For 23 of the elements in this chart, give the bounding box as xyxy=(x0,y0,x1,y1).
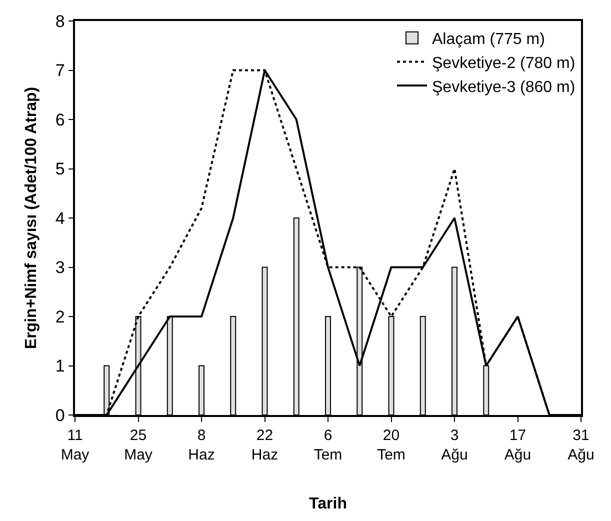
legend-label: Şevketiye-2 (780 m) xyxy=(432,54,576,72)
y-tick-label: 0 xyxy=(55,406,65,425)
x-tick-label: 6 Tem xyxy=(314,426,342,464)
x-tick-label: 20 Tem xyxy=(377,426,406,464)
y-tick-label: 8 xyxy=(55,12,65,31)
x-tick-label: 25 May xyxy=(124,426,153,464)
y-axis-title: Ergin+Nimf sayısı (Adet/100 Atrap) xyxy=(22,86,40,350)
x-tick-label: 31 Ağu xyxy=(568,426,594,464)
y-tick-label: 7 xyxy=(55,61,65,80)
x-tick-label: 11 May xyxy=(60,426,90,464)
y-tick-label: 6 xyxy=(55,110,65,130)
legend-label: Alaçam (775 m) xyxy=(432,31,545,48)
x-tick-label: 17 Ağu xyxy=(504,426,532,464)
legend-label: Şevketiye-3 (860 m) xyxy=(432,78,576,96)
y-tick-label: 2 xyxy=(55,307,65,326)
x-tick-label: 22 Haz xyxy=(251,426,278,464)
x-axis-title: Tarih xyxy=(309,495,347,512)
y-tick-label: 5 xyxy=(55,160,65,179)
y-tick-label: 1 xyxy=(55,356,65,376)
x-tick-label: 8 Haz xyxy=(188,426,215,464)
y-tick-label: 4 xyxy=(55,208,65,228)
x-tick-label: 3 Ağu xyxy=(441,426,468,464)
y-tick-label: 3 xyxy=(55,258,65,278)
